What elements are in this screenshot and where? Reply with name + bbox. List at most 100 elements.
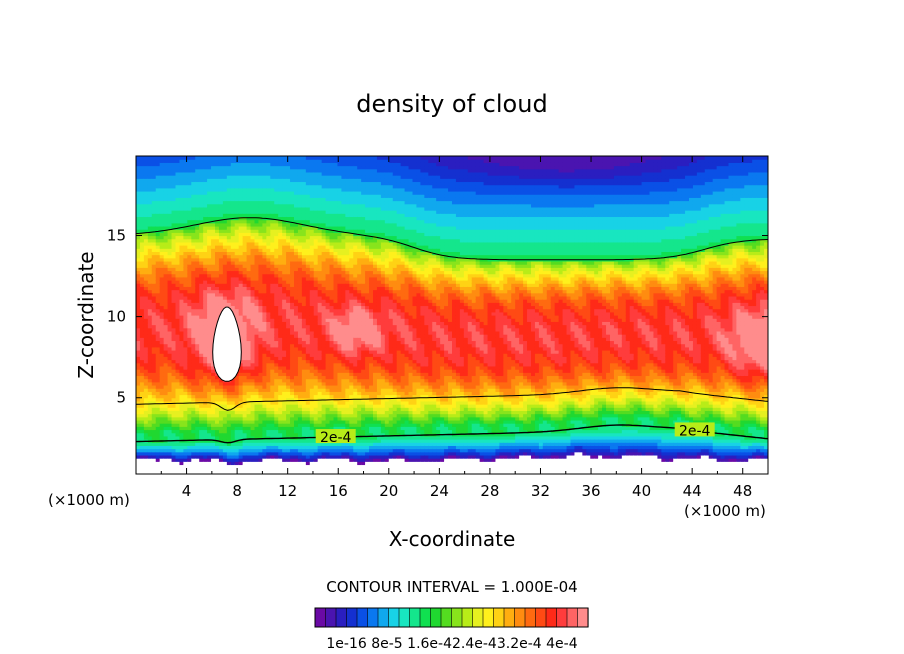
field-cell [294,337,299,342]
field-cell [286,426,291,431]
field-cell [254,222,260,227]
field-cell [139,372,145,377]
field-cell [278,181,283,186]
field-cell [294,175,299,179]
field-cell [143,225,149,230]
field-cell [329,375,335,380]
field-cell [278,232,283,237]
field-cell [163,283,169,287]
field-cell [278,213,283,218]
field-cell [274,321,279,326]
field-cell [301,423,307,427]
field-cell [207,359,212,364]
field-cell [254,210,260,214]
field-cell [238,467,244,472]
field-cell [211,260,216,265]
field-cell [136,203,141,208]
field-cell [179,375,184,380]
field-cell [242,200,248,205]
field-cell [151,159,157,163]
field-cell [297,372,303,377]
field-cell [309,190,315,195]
field-cell [286,419,291,424]
field-cell [266,400,271,405]
field-cell [155,394,161,399]
field-cell [203,232,208,237]
field-cell [199,283,204,287]
field-cell [286,235,291,240]
field-cell [329,356,335,361]
field-cell [305,219,311,224]
field-cell [151,241,157,246]
field-cell [199,353,204,357]
field-cell [191,470,196,474]
field-cell [155,171,161,176]
field-cell [222,454,228,459]
field-cell [167,458,173,462]
field-cell [143,407,149,411]
field-cell [211,394,216,399]
field-cell [246,286,252,291]
field-cell [183,356,188,361]
field-cell [187,289,192,294]
field-cell [329,257,335,262]
field-cell [139,308,145,313]
field-cell [199,369,204,373]
field-cell [199,343,204,348]
field-cell [175,168,181,173]
field-cell [155,423,161,427]
field-cell [262,407,267,411]
field-cell [313,458,319,462]
field-cell [203,156,208,160]
field-cell [230,419,236,424]
field-cell [246,254,252,259]
field-cell [282,327,287,332]
field-cell [218,416,224,421]
field-cell [301,181,307,186]
field-cell [329,308,335,313]
field-cell [187,184,192,189]
field-cell [222,245,228,249]
field-cell [250,334,256,338]
field-cell [159,168,165,173]
field-cell [203,168,208,173]
field-cell [171,442,177,446]
field-cell [203,470,208,474]
field-cell [274,340,279,345]
field-cell [163,375,169,380]
field-cell [266,238,271,243]
field-cell [163,407,169,411]
field-cell [222,400,228,405]
field-cell [305,241,311,246]
field-cell [282,400,287,405]
field-cell [234,391,240,396]
field-cell [321,426,327,431]
field-cell [159,365,165,370]
field-cell [218,470,224,474]
field-cell [297,178,303,183]
field-cell [242,295,248,300]
field-cell [321,318,327,322]
field-cell [199,432,204,437]
field-cell [286,391,291,396]
field-cell [294,171,299,176]
field-cell [203,467,208,472]
field-cell [163,162,169,167]
field-cell [246,327,252,332]
field-cell [266,397,271,402]
field-cell [301,467,307,472]
field-cell [163,311,169,316]
field-cell [226,203,232,208]
field-cell [234,203,240,208]
field-cell [234,162,240,167]
field-cell [317,299,323,303]
field-cell [203,311,208,316]
field-cell [325,327,331,332]
field-cell [262,273,267,278]
field-cell [147,311,153,316]
field-cell [274,359,279,364]
field-cell [191,416,196,421]
field-cell [258,241,263,246]
field-cell [155,238,161,243]
field-cell [151,404,157,408]
